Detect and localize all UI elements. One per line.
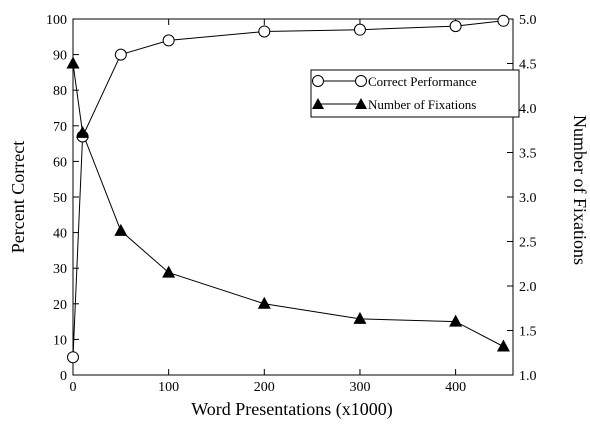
data-point-correct-performance (353, 23, 366, 36)
y-right-tick-label: 5.0 (519, 13, 537, 28)
data-point-number-of-fixations (496, 339, 510, 352)
y-left-tick-label: 60 (53, 155, 67, 170)
legend-marker-correct-end (355, 75, 367, 87)
y-left-tick-label: 100 (46, 13, 67, 28)
data-point-number-of-fixations (114, 223, 128, 236)
legend-label-fixations: Number of Fixations (368, 97, 476, 112)
x-tick-label: 0 (70, 380, 77, 395)
x-tick-label: 200 (254, 380, 275, 395)
y-axis-right-title: Number of Fixations (570, 115, 590, 265)
y-right-tick-label: 1.5 (519, 325, 537, 340)
y-right-tick-label: 4.0 (519, 102, 537, 117)
x-tick-label: 400 (445, 380, 466, 395)
data-point-number-of-fixations (449, 314, 463, 327)
legend-box (310, 69, 520, 118)
data-point-number-of-fixations (162, 265, 176, 278)
y-axis-left-title: Percent Correct (8, 141, 28, 253)
y-left-tick-label: 10 (53, 333, 67, 348)
series-line-number-of-fixations (72, 63, 504, 347)
data-point-number-of-fixations (66, 56, 80, 69)
legend-marker-fixations (312, 98, 324, 109)
data-point-correct-performance (497, 14, 510, 27)
y-left-tick-label: 80 (53, 84, 67, 99)
legend-label-correct: Correct Performance (368, 74, 477, 89)
y-left-tick-label: 50 (53, 191, 67, 206)
y-left-tick-label: 40 (53, 227, 67, 242)
y-left-tick-label: 90 (53, 49, 67, 64)
y-right-tick-label: 3.5 (519, 147, 537, 162)
data-point-correct-performance (114, 48, 127, 61)
y-right-tick-label: 2.5 (519, 236, 537, 251)
data-point-correct-performance (162, 34, 175, 47)
data-point-number-of-fixations (76, 125, 90, 138)
axis-ticks: 0 100 200 300 400 0 10 20 30 40 50 60 70 80 90 100 1.0 1.… (46, 13, 537, 395)
series-line-correct-performance (72, 20, 504, 358)
data-point-correct-performance (449, 20, 462, 33)
y-right-tick-label: 1.0 (519, 369, 537, 384)
legend-marker-correct (312, 75, 324, 87)
y-right-tick-label: 2.0 (519, 280, 537, 295)
x-tick-label: 100 (158, 380, 179, 395)
y-left-tick-label: 30 (53, 262, 67, 277)
y-left-tick-label: 70 (53, 120, 67, 135)
y-right-tick-label: 4.5 (519, 58, 537, 73)
data-point-correct-performance (67, 351, 79, 364)
y-left-tick-label: 20 (53, 298, 67, 313)
y-right-tick-label: 3.0 (519, 191, 537, 206)
data-point-number-of-fixations (353, 311, 367, 324)
x-axis-title: Word Presentations (x1000) (191, 399, 393, 419)
series-markers (66, 14, 510, 364)
data-point-correct-performance (258, 25, 271, 38)
y-left-tick-label: 0 (60, 369, 67, 384)
legend-marker-fixations-end (355, 98, 367, 109)
data-point-number-of-fixations (257, 296, 271, 309)
x-tick-label: 300 (349, 380, 370, 395)
legend: Correct Performance Number of Fixations (310, 69, 520, 118)
series-lines (72, 20, 504, 358)
